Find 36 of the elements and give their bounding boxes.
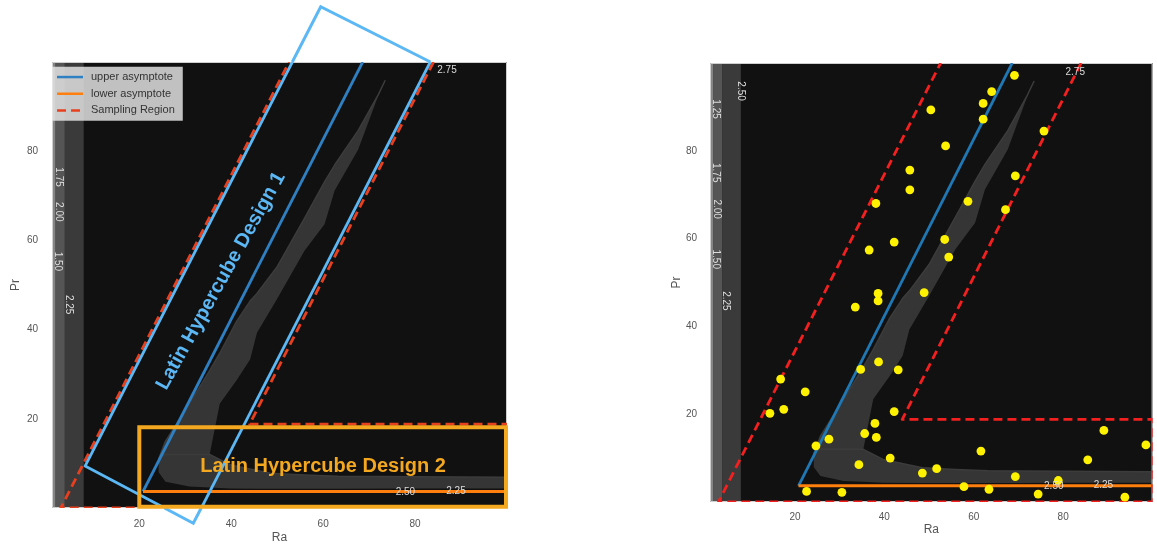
y-tick-label: 80 — [26, 144, 39, 156]
annotation: 2.25 — [64, 294, 76, 315]
annotation: 2.75 — [437, 63, 458, 75]
x-axis-title: Ra — [271, 530, 288, 545]
legend-label: upper asymptote — [91, 70, 173, 83]
annotation: 1.75 — [711, 163, 723, 183]
y-tick-label: 20 — [26, 412, 39, 424]
y-tick-label: 60 — [26, 234, 39, 246]
x-tick-label: 20 — [789, 510, 801, 522]
x-tick-label: 80 — [1057, 510, 1070, 522]
x-tick-label: 40 — [878, 510, 891, 522]
annotation: 2.50 — [736, 81, 748, 102]
y-tick-label: 40 — [685, 320, 698, 332]
y-tick-label: 20 — [685, 407, 698, 419]
y-axis-title: Pr — [668, 276, 683, 289]
annotation: 1.50 — [52, 251, 64, 272]
annotation: 1.25 — [710, 99, 722, 120]
annotation: 2.50 — [395, 486, 416, 498]
legend-label: Sampling Region — [91, 103, 175, 116]
annotation: 2.25 — [721, 291, 733, 312]
y-tick-label: 40 — [26, 323, 39, 335]
x-tick-label: 20 — [133, 517, 146, 529]
x-tick-label: 40 — [225, 517, 238, 529]
annotation: 1.75 — [53, 167, 65, 188]
x-tick-label: 60 — [317, 517, 330, 529]
x-tick-label: 60 — [968, 510, 980, 522]
x-axis-title: Ra — [923, 522, 940, 537]
x-tick-label: 80 — [409, 517, 422, 529]
annotation: 2.00 — [712, 199, 724, 220]
y-tick-label: 60 — [685, 232, 698, 244]
annotation: 2.00 — [54, 202, 66, 223]
annotation: 1.50 — [710, 249, 722, 270]
annotation: 2.75 — [1065, 65, 1086, 77]
legend-label: lower asymptote — [91, 86, 172, 99]
y-tick-label: 80 — [685, 144, 698, 156]
y-axis-title: Pr — [7, 279, 22, 291]
